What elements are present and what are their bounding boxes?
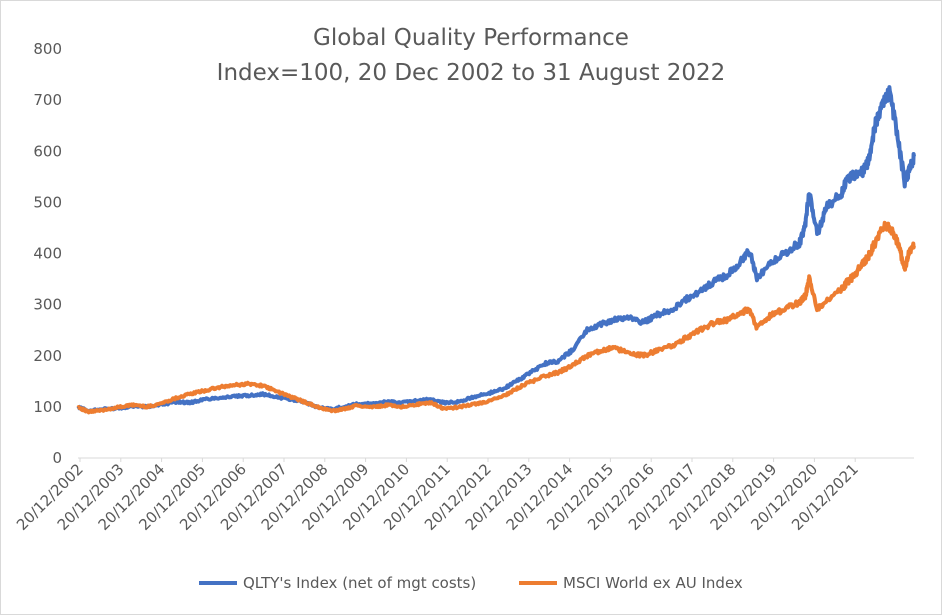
series-line-qlty [76, 85, 916, 414]
chart-title: Global Quality Performance [313, 25, 629, 51]
legend-label-msci: MSCI World ex AU Index [563, 574, 743, 592]
y-tick-label: 800 [33, 40, 62, 58]
y-tick-label: 500 [33, 193, 62, 211]
series-layer [76, 85, 916, 415]
y-tick-label: 100 [33, 398, 62, 416]
y-tick-label: 200 [33, 347, 62, 365]
series-line-msci [76, 220, 916, 415]
legend-label-qlty: QLTY's Index (net of mgt costs) [243, 574, 476, 592]
y-tick-label: 0 [52, 449, 62, 467]
y-tick-label: 700 [33, 91, 62, 109]
x-axis: 20/12/200220/12/200320/12/200420/12/2005… [13, 457, 914, 534]
legend: QLTY's Index (net of mgt costs) MSCI Wor… [199, 574, 743, 592]
chart-subtitle: Index=100, 20 Dec 2002 to 31 August 2022 [217, 60, 726, 86]
y-tick-label: 400 [33, 245, 62, 263]
y-tick-label: 600 [33, 142, 62, 160]
y-axis: 0 100 200 300 400 500 600 700 800 [33, 40, 62, 467]
y-tick-label: 300 [33, 296, 62, 314]
